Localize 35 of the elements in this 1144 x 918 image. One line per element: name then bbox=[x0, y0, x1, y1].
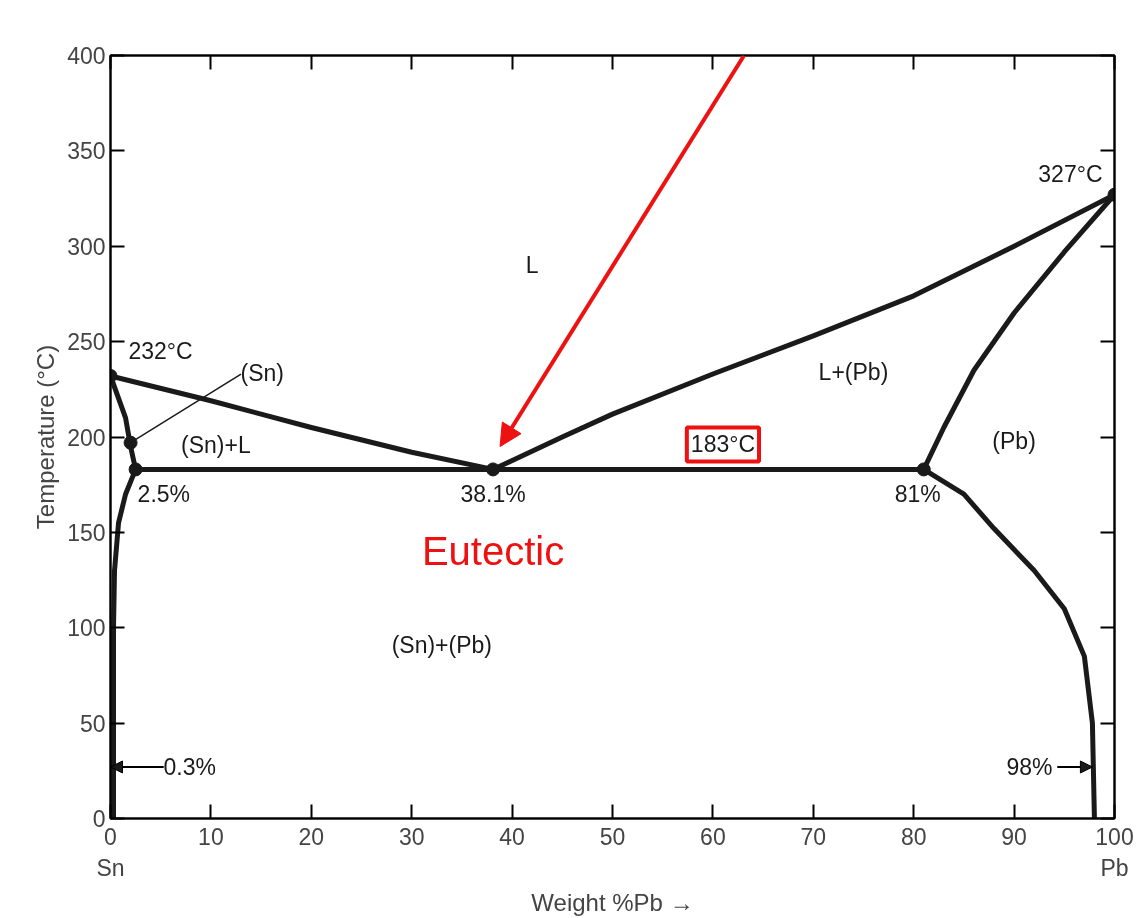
annotation: 38.1% bbox=[460, 481, 526, 508]
annotation: L bbox=[525, 252, 539, 279]
x-tick-label: 20 bbox=[298, 823, 325, 850]
annotation: 0.3% bbox=[163, 754, 216, 780]
y-axis-title: Temperature (°C) bbox=[32, 344, 60, 530]
y-tick-label: 350 bbox=[67, 138, 106, 165]
annotation: Eutectic bbox=[421, 529, 565, 574]
annotation: L+(Pb) bbox=[818, 359, 889, 386]
y-tick-label: 150 bbox=[67, 519, 106, 546]
x-tick-label: 50 bbox=[599, 823, 626, 850]
x-axis-title: Weight %Pb → bbox=[531, 888, 694, 916]
x-tick-label: 30 bbox=[398, 823, 425, 850]
x-tick-label: 70 bbox=[800, 823, 827, 850]
x-tick-label: 10 bbox=[198, 823, 224, 850]
x-tick-label: 100 Pb bbox=[1095, 823, 1134, 881]
x-tick-label: 60 bbox=[700, 823, 726, 850]
x-tick-label: 90 bbox=[1001, 823, 1027, 850]
y-tick-label: 250 bbox=[67, 329, 106, 356]
annotation: (Sn)+L bbox=[181, 431, 251, 458]
annotation: 98% bbox=[1006, 754, 1053, 780]
annotation: 183°C bbox=[690, 431, 756, 458]
y-tick-label: 400 bbox=[67, 43, 106, 69]
annotation: (Pb) bbox=[992, 427, 1036, 454]
y-tick-label: 300 bbox=[67, 233, 106, 260]
annotation: 81% bbox=[894, 481, 941, 508]
x-tick-label: 80 bbox=[900, 823, 927, 850]
y-tick-label: 50 bbox=[79, 710, 106, 737]
annotation: 327°C bbox=[1038, 160, 1103, 187]
x-tick-label: 40 bbox=[499, 823, 525, 850]
annotation: (Sn) bbox=[240, 359, 285, 386]
annotation: 2.5% bbox=[137, 481, 191, 508]
annotation: (Sn)+(Pb) bbox=[391, 631, 492, 658]
annotation: 232°C bbox=[128, 337, 193, 364]
y-tick-label: 200 bbox=[67, 424, 106, 451]
y-tick-label: 100 bbox=[67, 615, 106, 642]
